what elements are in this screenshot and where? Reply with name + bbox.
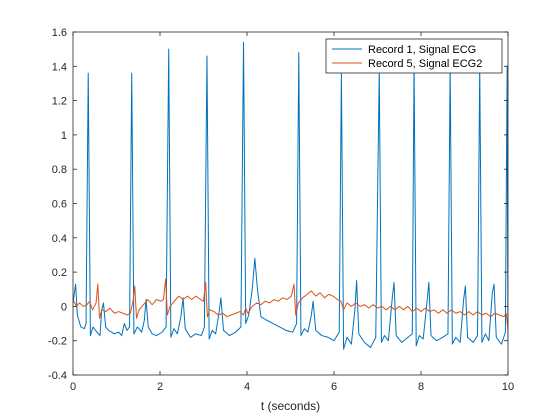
legend-label-1: Record 1, Signal ECG	[368, 44, 476, 56]
x-tick-label: 0	[70, 381, 76, 393]
axes-box	[72, 31, 509, 376]
x-tick-label: 2	[157, 381, 163, 393]
y-tick-label: 1	[61, 130, 67, 142]
y-tick-label: 0	[61, 301, 67, 313]
x-tick-label: 8	[418, 381, 424, 393]
y-tick-label: 0.6	[52, 199, 67, 211]
x-tick-label: 6	[331, 381, 337, 393]
y-tick-label: -0.4	[48, 370, 67, 382]
series-line-1	[73, 41, 508, 350]
y-tick-label: 1.4	[52, 61, 67, 73]
y-tick-label: -0.2	[48, 336, 67, 348]
y-tick-label: 1.6	[52, 27, 67, 39]
legend-box	[325, 38, 503, 74]
series-line-2	[73, 278, 508, 331]
y-tick-label: 1.2	[52, 96, 67, 108]
y-tick-label: 0.4	[52, 233, 67, 245]
x-tick-label: 4	[244, 381, 250, 393]
y-tick-label: 0.8	[52, 164, 67, 176]
x-tick-label: 10	[502, 381, 514, 393]
y-tick-label: 0.2	[52, 267, 67, 279]
x-axis-title: t (seconds)	[261, 399, 320, 413]
legend-label-2: Record 5, Signal ECG2	[368, 58, 482, 70]
